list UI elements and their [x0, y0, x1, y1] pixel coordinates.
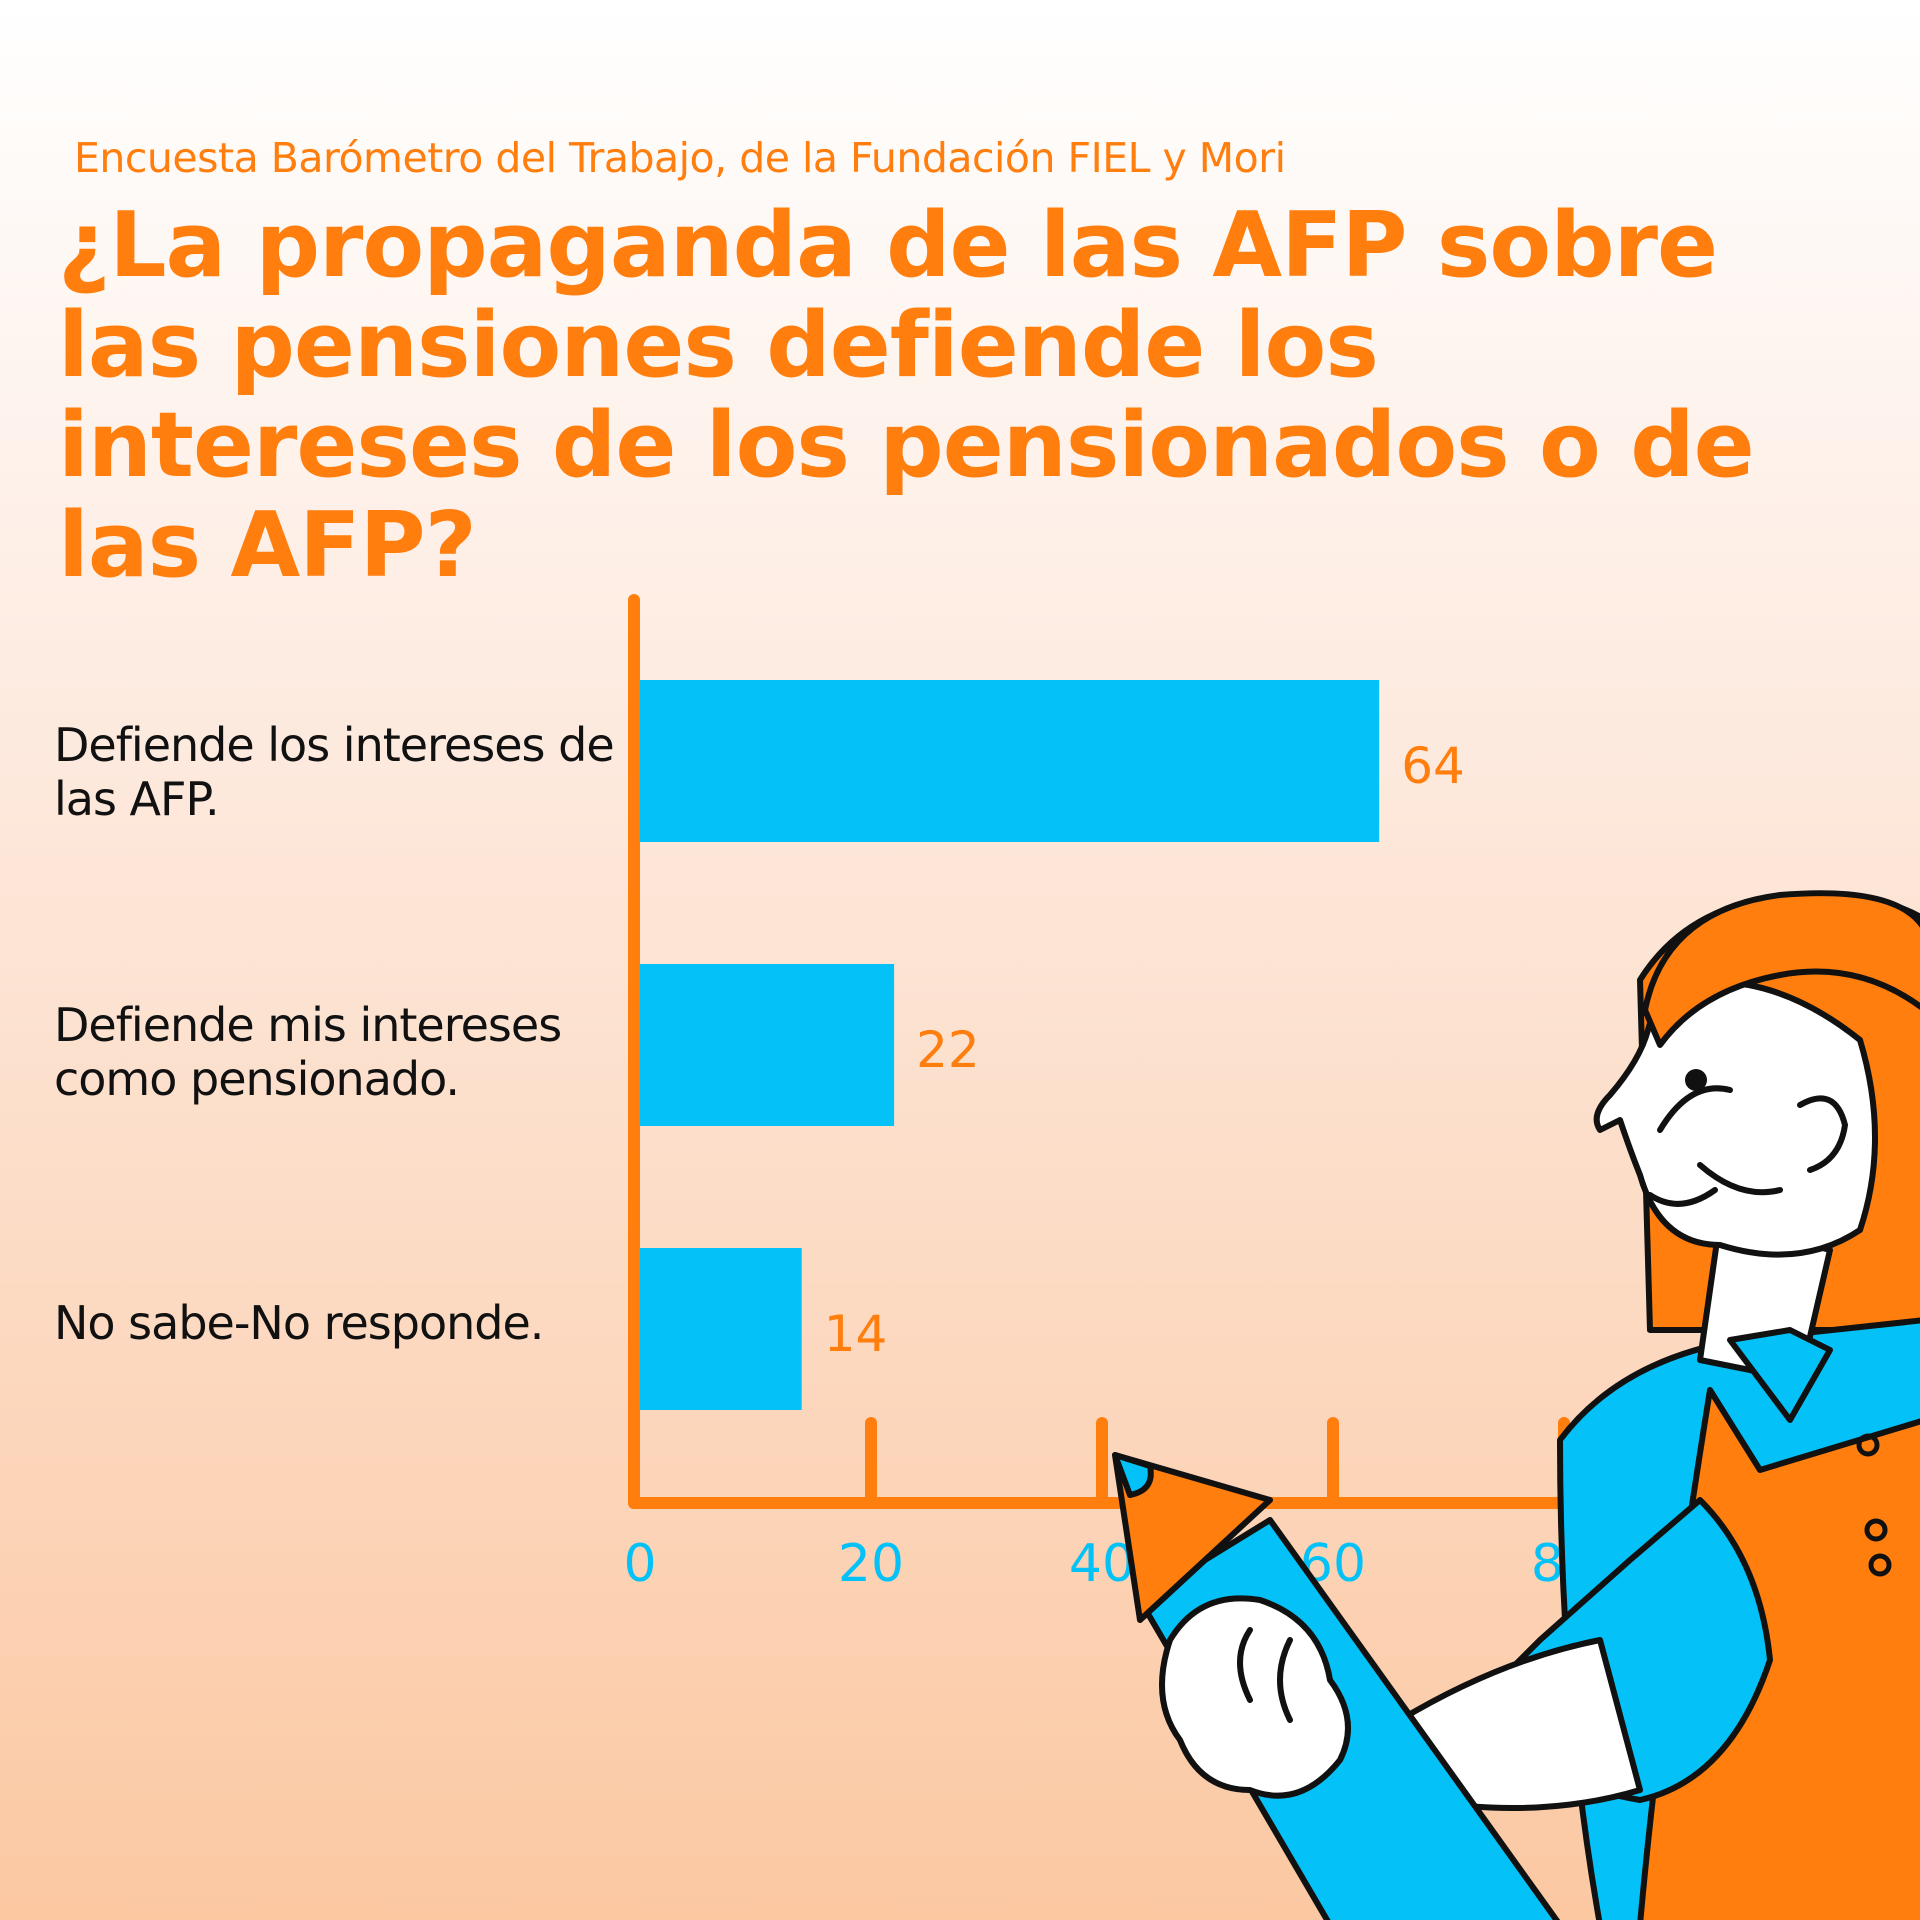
x-tick-label-1: 20 — [838, 1534, 904, 1594]
bar-2 — [640, 1248, 802, 1410]
value-label-0: 64 — [1401, 737, 1465, 795]
category-label-afp: Defiende los intereses de las AFP. — [54, 718, 615, 826]
page-title: ¿La propaganda de las AFP sobre las pens… — [58, 193, 1755, 598]
bar-1 — [640, 964, 895, 1126]
survey-source: Encuesta Barómetro del Trabajo, de la Fu… — [74, 134, 1286, 182]
x-tick-label-0: 0 — [623, 1534, 656, 1594]
value-label-1: 22 — [916, 1021, 980, 1079]
x-tick-label-2: 40 — [1069, 1534, 1135, 1594]
category-label-nsnr: No sabe-No responde. — [54, 1296, 544, 1350]
value-label-2: 14 — [824, 1305, 888, 1363]
category-label-pensionado: Defiende mis intereses como pensionado. — [54, 998, 562, 1106]
bar-0 — [640, 680, 1380, 842]
